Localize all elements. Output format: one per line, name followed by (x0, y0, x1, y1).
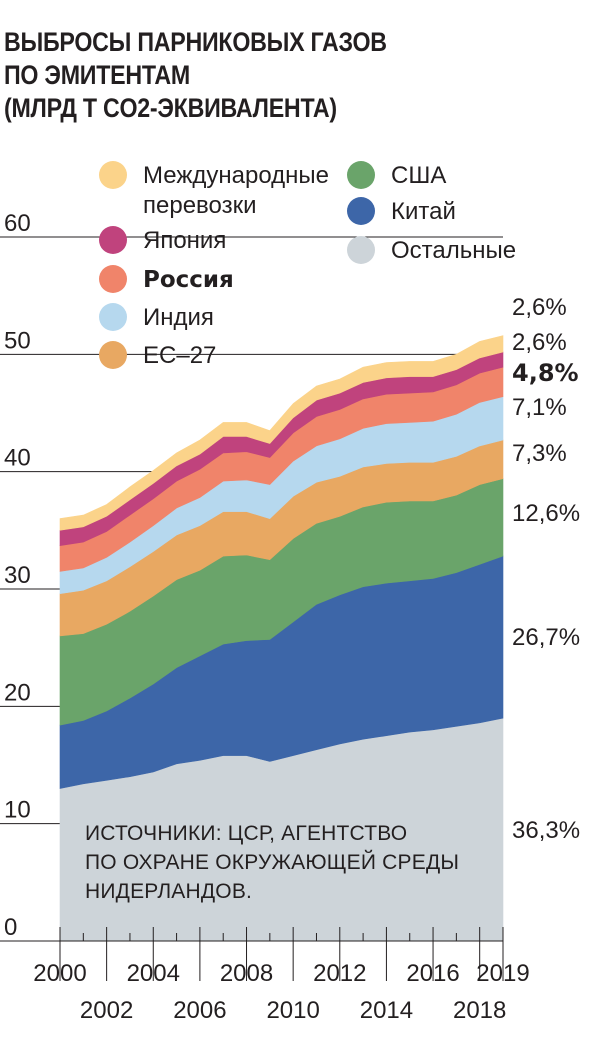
share-label-индия: 7,1% (512, 394, 567, 421)
legend-label-индия: Индия (143, 304, 214, 331)
source-note: ИСТОЧНИКИ: ЦСР, АГЕНТСТВО ПО ОХРАНЕ ОКРУ… (85, 822, 459, 903)
x-tick-label: 2010 (266, 997, 319, 1024)
legend-label-россия: Россия (143, 267, 234, 293)
y-tick-label: 50 (4, 327, 31, 354)
legend-label-международные-перевозки: перевозки (143, 192, 257, 219)
legend-swatch-китай (347, 197, 375, 225)
legend-label-ес-27: ЕС–27 (143, 342, 216, 369)
share-label-китай: 26,7% (512, 624, 580, 651)
y-tick-label: 10 (4, 797, 31, 824)
title-line-2: ПО ЭМИТЕНТАМ (4, 60, 190, 90)
legend-label-международные-перевозки: Международные (143, 162, 329, 189)
area-международные-перевозки (59, 335, 504, 531)
legend-label-сша: США (391, 162, 446, 189)
share-label-международные-перевозки: 2,6% (512, 294, 567, 321)
x-tick-label: 2014 (360, 997, 413, 1024)
area-series (59, 335, 504, 942)
x-tick-label: 2008 (220, 960, 273, 987)
legend-swatch-международные-перевозки (99, 161, 127, 189)
legend-label-япония: Япония (143, 227, 226, 254)
title-line-1: ВЫБРОСЫ ПАРНИКОВЫХ ГАЗОВ (4, 27, 387, 57)
x-axis: 2000 2004 2008 2012 2016 2019 2002 2006 2010 2014… (33, 927, 530, 1024)
y-tick-label: 0 (4, 914, 17, 941)
x-tick-label: 2018 (453, 997, 506, 1024)
x-tick-label: 2012 (313, 960, 366, 987)
y-tick-label: 40 (4, 445, 31, 472)
x-tick-label: 2006 (173, 997, 226, 1024)
x-tick-label: 2002 (80, 997, 133, 1024)
source-note-line-2: ПО ОХРАНЕ ОКРУЖАЮЩЕЙ СРЕДЫ (85, 850, 459, 874)
x-tick-label: 2000 (33, 960, 86, 987)
y-tick-label: 30 (4, 562, 31, 589)
y-tick-labels: 0 10 20 30 40 50 60 (4, 210, 31, 941)
share-label-остальные: 36,3% (512, 817, 580, 844)
legend-swatch-япония (99, 226, 127, 254)
share-label-ес-27: 7,3% (512, 440, 567, 467)
y-tick-label: 60 (4, 210, 31, 237)
title-line-3: (МЛРД Т CO2-ЭКВИВАЛЕНТА) (4, 93, 337, 123)
share-label-россия: 4,8% (512, 359, 579, 387)
legend-swatch-россия (99, 265, 127, 293)
source-note-line-1: ИСТОЧНИКИ: ЦСР, АГЕНТСТВО (85, 822, 407, 845)
share-label-сша: 12,6% (512, 500, 580, 527)
share-label-япония: 2,6% (512, 329, 567, 356)
chart-title: ВЫБРОСЫ ПАРНИКОВЫХ ГАЗОВ ПО ЭМИТЕНТАМ (М… (4, 26, 511, 125)
x-tick-label: 2004 (127, 960, 180, 987)
legend-swatch-ес-27 (99, 341, 127, 369)
legend-swatch-сша (347, 161, 375, 189)
source-note-line-3: НИДЕРЛАНДОВ. (85, 880, 252, 903)
legend-swatch-остальные (347, 236, 375, 264)
share-labels-2019: 36,3% 26,7% 12,6% 7,3% 7,1% 4,8% 2,6% 2,6% (512, 294, 580, 844)
y-tick-label: 20 (4, 679, 31, 706)
legend-label-остальные: Остальные (391, 237, 516, 264)
x-tick-label: 2019 (476, 960, 529, 987)
legend: Международные перевозки Япония Россия Индия Е… (99, 161, 516, 369)
legend-swatch-индия (99, 303, 127, 331)
x-tick-label: 2016 (406, 960, 459, 987)
legend-label-китай: Китай (391, 198, 456, 225)
